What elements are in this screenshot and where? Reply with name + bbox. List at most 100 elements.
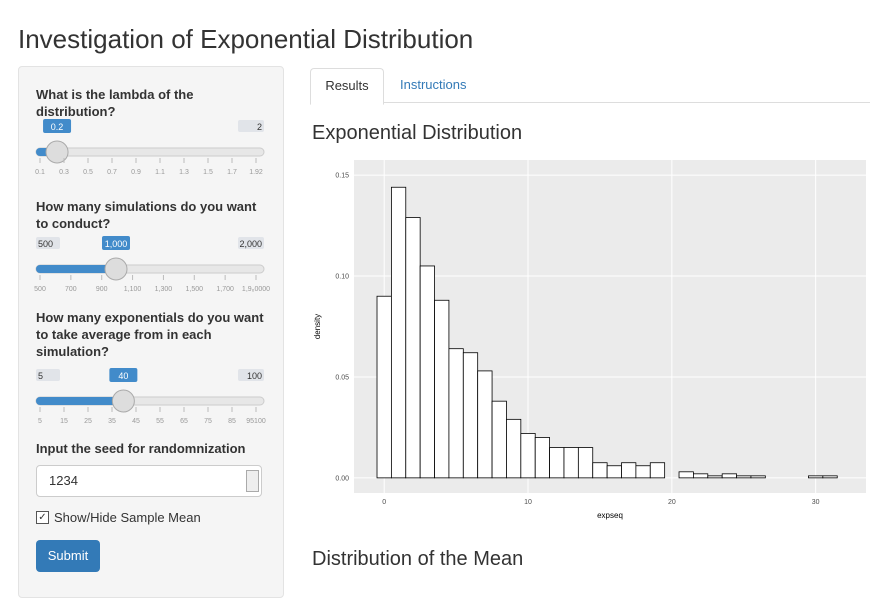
slider-grid-label: 0.1 (35, 169, 45, 176)
bar (707, 475, 723, 479)
spinner[interactable] (246, 470, 259, 492)
bar (448, 348, 464, 479)
slider-grid-label: 1.92 (249, 169, 263, 176)
slider-grid-label: 1,500 (186, 286, 204, 293)
bar (736, 475, 752, 479)
slider-bar (36, 397, 124, 405)
slider-value: 1,000 (105, 239, 128, 249)
slider-grid-label: 1,700 (216, 286, 234, 293)
slider-grid-label: 75 (204, 418, 212, 425)
slider-handle (111, 389, 135, 413)
app-title: Investigation of Exponential Distributio… (18, 24, 474, 54)
y-tick-label: 0.10 (335, 274, 349, 281)
slider-grid-label: 95100 (246, 418, 266, 425)
slider-max-bg (238, 237, 264, 249)
slider-grid-label: 5 (38, 418, 42, 425)
bar (649, 462, 666, 479)
slider-max: 100 (247, 371, 262, 381)
slider-grid-label: 900 (96, 286, 108, 293)
bar (506, 418, 522, 479)
slider-max: 2,000 (239, 239, 262, 249)
tab[interactable]: Instructions (400, 77, 467, 92)
exponentials-label: How many exponentials do you want to tak… (36, 310, 264, 359)
bar (606, 465, 622, 479)
slider-value-bg (102, 236, 130, 250)
y-tick-label: 0.00 (335, 475, 349, 482)
checkbox[interactable]: ✓ (36, 511, 49, 524)
slider-grid-label: 1.3 (179, 169, 189, 176)
slider-track (35, 147, 265, 157)
seed-label: Input the seed for randomnization (36, 441, 246, 456)
slider-min-bg (36, 369, 60, 381)
x-tick-label: 10 (524, 499, 532, 506)
slider-max: 2 (257, 122, 262, 132)
slider-grid-label: 700 (65, 286, 77, 293)
slider-grid-label: 45 (132, 418, 140, 425)
x-tick-label: 30 (812, 499, 820, 506)
bar (491, 400, 507, 479)
bar (678, 471, 694, 479)
bar (477, 370, 493, 479)
bar (419, 265, 435, 479)
lambda-label: What is the lambda of the distribution? (36, 87, 194, 119)
bar (434, 299, 450, 479)
bar (592, 462, 608, 479)
slider-grid-label: 0.9 (131, 169, 141, 176)
x-tick-label: 20 (668, 499, 676, 506)
slider-grid-label: 0.3 (59, 169, 69, 176)
slider-grid-label: 25 (84, 418, 92, 425)
slider-grid-label: 1.1 (155, 169, 165, 176)
bar (405, 217, 421, 479)
bar (549, 447, 565, 479)
slider-min: 5 (38, 371, 43, 381)
slider-grid-label: 1.5 (203, 169, 213, 176)
bar (721, 473, 737, 479)
bar (750, 475, 766, 479)
bar (577, 447, 594, 479)
section-title: Distribution of the Mean (312, 548, 524, 570)
bar (534, 437, 550, 479)
bar (635, 465, 651, 479)
slider-grid-label: 55 (156, 418, 164, 425)
slider-grid-label: 35 (108, 418, 116, 425)
slider-grid-label: 85 (228, 418, 236, 425)
bar (808, 475, 824, 479)
page: Investigation of Exponential Distributio… (18, 24, 870, 598)
slider-handle (45, 140, 69, 164)
slider-grid-label: 500 (34, 286, 46, 293)
slider-max-bg (238, 369, 264, 381)
y-axis-label: density (313, 314, 322, 339)
slider-grid-label: 1,9₆0000 (242, 286, 270, 293)
slider-max-bg (238, 120, 264, 132)
slider-value: 0.2 (51, 122, 64, 132)
slider-min-bg (36, 237, 60, 249)
submit-button[interactable]: Submit (36, 540, 100, 572)
bar (520, 433, 536, 479)
canvas: 2 0.2 0.1 0.3 0.5 0.7 0.9 1.1 1.3 1.5 1.7 1.92 500 2,… (34, 119, 866, 520)
section-title: Exponential Distribution (312, 122, 523, 144)
slider-handle (104, 257, 128, 281)
slider-min: 500 (38, 239, 53, 249)
slider-bar (36, 265, 116, 273)
bar (462, 352, 479, 479)
bar (822, 475, 838, 479)
slider-grid-label: 1.7 (227, 169, 237, 176)
slider-grid-label: 1,300 (155, 286, 173, 293)
y-tick-label: 0.05 (335, 374, 349, 381)
x-tick-label: 0 (382, 499, 386, 506)
seed-input[interactable]: 1234 (36, 465, 262, 497)
bar (563, 447, 579, 479)
bar (390, 186, 407, 479)
slider-value-bg (43, 119, 72, 133)
slider-grid-label: 0.7 (107, 169, 117, 176)
slider-grid-label: 65 (180, 418, 188, 425)
bar (376, 295, 392, 479)
bar (693, 473, 709, 479)
bar (621, 462, 637, 479)
simulations-label: How many simulations do you want to cond… (36, 199, 257, 231)
slider-grid-label: 0.5 (83, 169, 93, 176)
x-axis-label: expseq (597, 511, 623, 520)
slider-value: 40 (118, 371, 128, 381)
tab[interactable]: Results (310, 68, 384, 105)
tab-rule (310, 102, 870, 103)
